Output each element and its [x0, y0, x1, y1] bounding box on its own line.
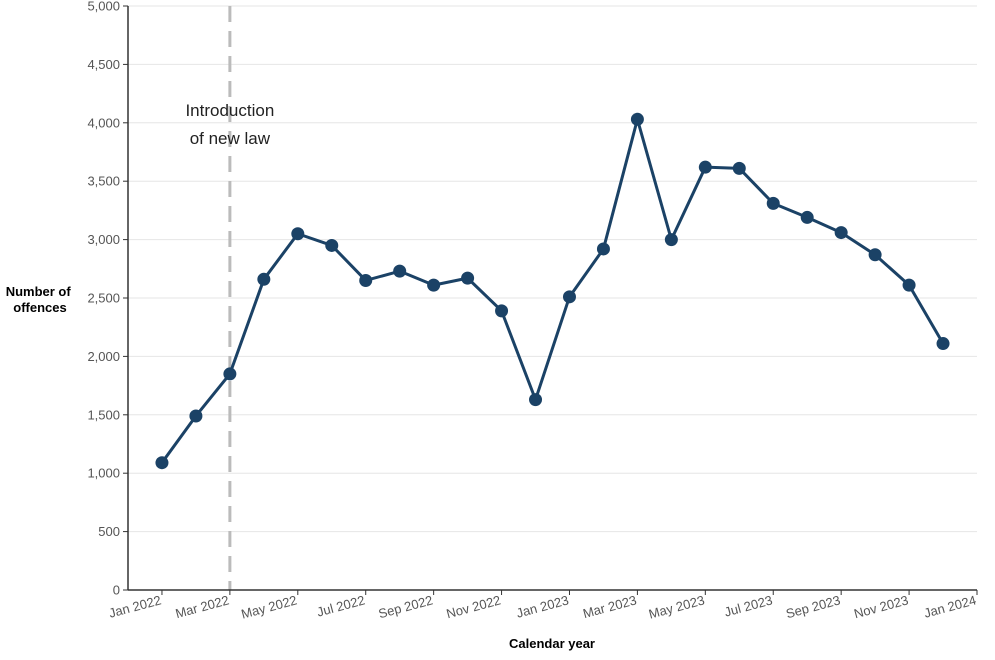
y-tick-label: 1,500	[87, 407, 120, 422]
x-tick-label: Mar 2023	[581, 592, 638, 621]
data-point	[257, 272, 271, 286]
data-point	[427, 278, 441, 292]
data-point	[359, 273, 373, 287]
y-axis-ticks: 0 500 1,000 1,500 2,000 2,500 3,000 3,500 4,000 4…	[87, 0, 128, 598]
x-tick-label: Sep 2023	[784, 592, 842, 621]
x-tick-label: May 2023	[647, 592, 706, 621]
series-line	[160, 117, 945, 465]
y-tick-label: 1,000	[87, 466, 120, 481]
x-tick-label: May 2022	[240, 592, 299, 621]
data-point	[393, 264, 407, 278]
y-tick-label: 2,500	[87, 291, 120, 306]
data-point	[596, 242, 610, 256]
y-tick-label: 4,000	[87, 115, 120, 130]
data-point	[868, 248, 882, 262]
data-point	[630, 112, 644, 126]
annotation-text: Introduction of new law	[185, 101, 274, 148]
x-tick-label: Jan 2024	[922, 592, 978, 620]
annotation-text-line: Introduction	[185, 101, 274, 120]
y-tick-label: 3,000	[87, 232, 120, 247]
annotation-text-line: of new law	[190, 129, 271, 148]
x-tick-label: Jul 2022	[315, 592, 366, 619]
data-point	[664, 233, 678, 247]
data-point	[902, 278, 916, 292]
data-point	[291, 227, 305, 241]
y-tick-label: 4,500	[87, 57, 120, 72]
y-tick-label: 0	[113, 583, 120, 598]
data-point	[529, 393, 543, 407]
data-point	[562, 290, 576, 304]
annotations: Introduction of new law	[185, 6, 274, 590]
data-point	[495, 304, 509, 318]
series	[155, 112, 950, 470]
x-tick-label: Jul 2023	[723, 592, 774, 619]
y-axis-title: Number of offences	[6, 284, 75, 315]
data-point	[766, 196, 780, 210]
data-point	[189, 409, 203, 423]
y-tick-label: 500	[98, 524, 120, 539]
data-point	[461, 271, 475, 285]
x-tick-label: Jan 2023	[515, 592, 571, 620]
data-point	[834, 226, 848, 240]
y-tick-label: 5,000	[87, 0, 120, 14]
x-tick-label: Nov 2022	[445, 592, 503, 621]
y-tick-label: 3,500	[87, 174, 120, 189]
gridlines	[128, 5, 977, 533]
data-point	[936, 337, 950, 351]
data-point	[732, 161, 746, 175]
data-point	[800, 210, 814, 224]
x-axis-title: Calendar year	[509, 636, 595, 651]
y-tick-label: 2,000	[87, 349, 120, 364]
y-axis-title-line-1: Number of	[6, 284, 72, 299]
x-tick-label: Nov 2023	[852, 592, 910, 621]
data-point	[223, 367, 237, 381]
y-axis-title-line-2: offences	[13, 300, 66, 315]
data-point	[325, 238, 339, 252]
data-point	[698, 160, 712, 174]
x-tick-label: Mar 2022	[174, 592, 231, 621]
data-point	[155, 456, 169, 470]
x-axis-ticks: Jan 2022 Mar 2022 May 2022 Jul 2022 Sep 2022…	[107, 590, 978, 622]
x-tick-label: Sep 2022	[377, 592, 435, 621]
